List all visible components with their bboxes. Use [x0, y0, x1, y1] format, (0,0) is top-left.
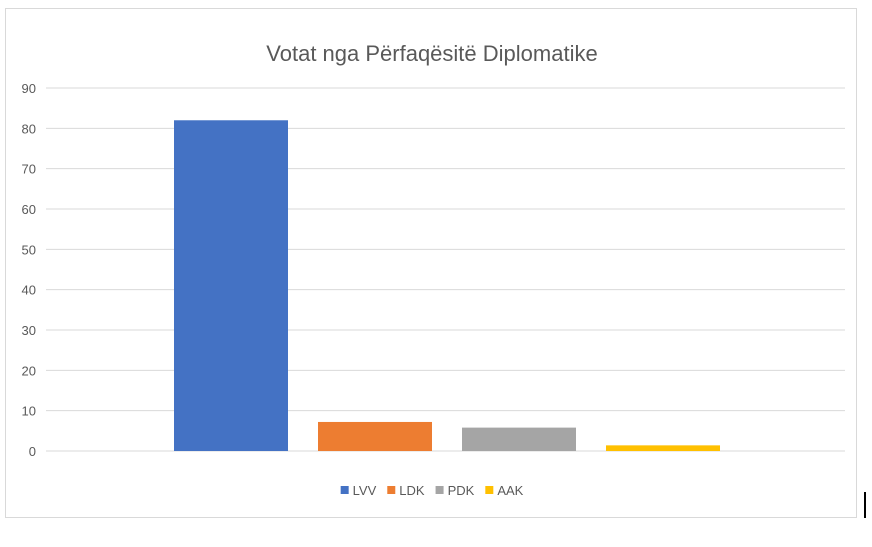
- legend-swatch-pdk: [435, 486, 444, 494]
- y-axis-ticks: 0 10 20 30 40 50 60 70 80 90: [22, 81, 36, 459]
- y-tick-label: 40: [22, 283, 36, 298]
- legend-label-ldk: LDK: [399, 483, 425, 498]
- legend-label-pdk: PDK: [448, 483, 475, 498]
- bar-pdk: [462, 427, 576, 451]
- legend-swatch-aak: [485, 486, 494, 494]
- y-tick-label: 0: [29, 444, 36, 459]
- y-tick-label: 30: [22, 323, 36, 338]
- bars: [174, 120, 720, 452]
- chart-title: Votat nga Përfaqësitë Diplomatike: [266, 41, 597, 66]
- bar-ldk: [318, 421, 432, 451]
- legend-label-lvv: LVV: [353, 483, 377, 498]
- y-tick-label: 60: [22, 202, 36, 217]
- y-tick-label: 70: [22, 162, 36, 177]
- legend-label-aak: AAK: [497, 483, 523, 498]
- text-cursor: [864, 492, 866, 518]
- bar-lvv: [174, 120, 288, 452]
- y-tick-label: 20: [22, 363, 36, 378]
- legend: LVV LDK PDK AAK: [340, 483, 524, 498]
- y-tick-label: 90: [22, 81, 36, 96]
- bar-aak: [606, 445, 720, 451]
- legend-swatch-lvv: [340, 486, 349, 494]
- legend-swatch-ldk: [387, 486, 396, 494]
- y-tick-label: 80: [22, 121, 36, 136]
- y-tick-label: 50: [22, 242, 36, 257]
- y-tick-label: 10: [22, 404, 36, 419]
- gridlines: [46, 87, 845, 452]
